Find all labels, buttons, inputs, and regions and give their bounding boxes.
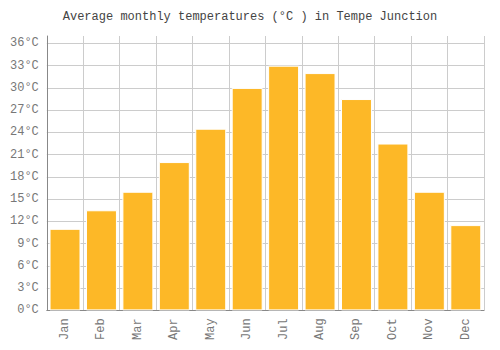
svg-text:Nov: Nov [422,318,436,340]
svg-text:Dec: Dec [459,318,473,340]
svg-text:0°C: 0°C [17,303,39,317]
svg-text:33°C: 33°C [10,59,39,73]
svg-text:3°C: 3°C [17,281,39,295]
svg-text:21°C: 21°C [10,148,39,162]
svg-text:Jan: Jan [58,318,72,340]
svg-text:15°C: 15°C [10,192,39,206]
svg-text:Jul: Jul [277,318,291,340]
svg-text:Mar: Mar [131,318,145,340]
svg-text:12°C: 12°C [10,214,39,228]
svg-text:Average monthly temperatures (: Average monthly temperatures (°C ) in Te… [63,10,437,24]
svg-text:Aug: Aug [313,318,327,340]
svg-text:Oct: Oct [386,318,400,340]
svg-text:18°C: 18°C [10,170,39,184]
svg-text:27°C: 27°C [10,103,39,117]
svg-text:30°C: 30°C [10,81,39,95]
svg-text:24°C: 24°C [10,125,39,139]
svg-text:Sep: Sep [349,318,363,340]
svg-text:May: May [204,318,218,340]
svg-text:Apr: Apr [167,318,181,340]
svg-text:Jun: Jun [240,318,254,340]
svg-text:36°C: 36°C [10,36,39,50]
svg-text:Feb: Feb [94,318,108,340]
svg-text:9°C: 9°C [17,237,39,251]
svg-text:6°C: 6°C [17,259,39,273]
